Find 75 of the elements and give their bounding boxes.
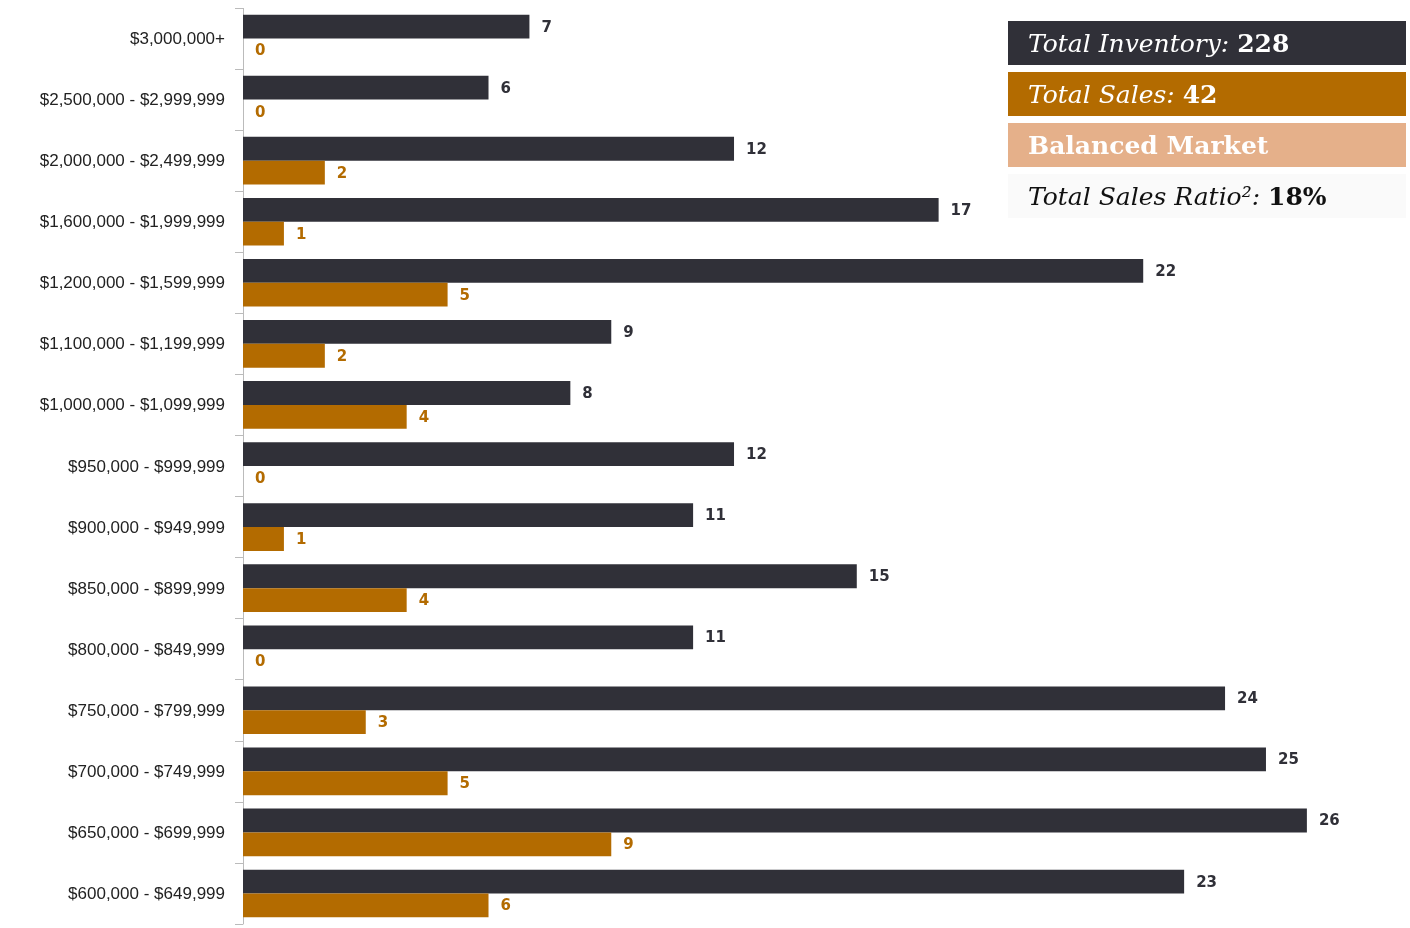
bar bbox=[243, 343, 325, 368]
data-label: 6 bbox=[500, 896, 511, 915]
y-tick-label: $750,000 - $799,999 bbox=[68, 700, 225, 720]
bar bbox=[243, 710, 366, 735]
data-label: 1 bbox=[295, 529, 307, 548]
bar bbox=[243, 564, 857, 589]
bar bbox=[243, 381, 571, 405]
data-label: 0 bbox=[255, 102, 266, 121]
data-label: 11 bbox=[705, 628, 726, 647]
y-tick-label: $2,000,000 - $2,499,999 bbox=[39, 151, 225, 171]
bar bbox=[243, 442, 735, 466]
bar bbox=[243, 588, 407, 612]
y-tick-label: $1,600,000 - $1,999,999 bbox=[39, 212, 225, 232]
data-label: 9 bbox=[623, 835, 634, 854]
data-label: 9 bbox=[623, 322, 634, 341]
data-label: 15 bbox=[868, 567, 890, 586]
bar bbox=[243, 160, 325, 185]
y-tick-label: $1,200,000 - $1,599,999 bbox=[39, 273, 225, 293]
y-tick-label: $1,000,000 - $1,099,999 bbox=[39, 395, 225, 415]
data-label: 5 bbox=[459, 774, 471, 793]
y-tick-label: $900,000 - $949,999 bbox=[68, 517, 225, 537]
bar bbox=[243, 320, 612, 344]
data-label: 1 bbox=[295, 224, 307, 243]
annotation: Total Inventory: 228 bbox=[1028, 28, 1290, 58]
bar bbox=[243, 747, 1266, 772]
y-tick-label: $950,000 - $999,999 bbox=[68, 456, 225, 476]
bar bbox=[243, 808, 1307, 833]
data-label: 23 bbox=[1196, 872, 1218, 891]
data-label: 12 bbox=[746, 139, 767, 158]
data-label: 12 bbox=[746, 445, 767, 464]
y-tick-label: $2,500,000 - $2,999,999 bbox=[39, 90, 225, 110]
y-tick-label: $800,000 - $849,999 bbox=[68, 639, 225, 659]
y-tick-label: $850,000 - $899,999 bbox=[68, 578, 225, 598]
bar bbox=[243, 625, 694, 650]
data-label: 17 bbox=[950, 200, 972, 219]
bar bbox=[243, 503, 694, 528]
y-tick-label: $600,000 - $649,999 bbox=[68, 883, 225, 903]
data-label: 0 bbox=[255, 41, 266, 60]
data-label: 25 bbox=[1277, 750, 1299, 769]
data-label: 2 bbox=[336, 163, 348, 182]
data-label: 26 bbox=[1318, 811, 1340, 830]
bar bbox=[243, 832, 612, 857]
annotation: Total Sales: 42 bbox=[1028, 79, 1218, 109]
data-label: 0 bbox=[255, 468, 266, 487]
annotation: Total Sales Ratio²: 18% bbox=[1028, 181, 1327, 211]
bar bbox=[243, 771, 448, 796]
data-label: 0 bbox=[255, 652, 266, 671]
annotation: Balanced Market bbox=[1028, 130, 1269, 160]
y-tick-label: $700,000 - $749,999 bbox=[68, 761, 225, 781]
bar bbox=[243, 14, 530, 39]
data-label: 6 bbox=[500, 78, 511, 97]
data-label: 8 bbox=[582, 384, 593, 403]
data-label: 3 bbox=[377, 713, 389, 732]
bar bbox=[243, 686, 1226, 711]
y-tick-label: $1,100,000 - $1,199,999 bbox=[39, 334, 225, 354]
y-tick-label: $3,000,000+ bbox=[129, 29, 226, 49]
bar bbox=[243, 258, 1144, 283]
bar bbox=[243, 282, 448, 307]
bar bbox=[243, 527, 284, 551]
bar bbox=[243, 893, 489, 918]
y-tick-label: $650,000 - $699,999 bbox=[68, 822, 225, 842]
data-label: 4 bbox=[418, 591, 430, 610]
data-label: 11 bbox=[705, 506, 726, 525]
bar bbox=[243, 197, 939, 222]
bar bbox=[243, 136, 735, 161]
data-label: 4 bbox=[418, 407, 430, 426]
data-label: 2 bbox=[336, 346, 348, 365]
data-label: 24 bbox=[1237, 689, 1258, 708]
bar bbox=[243, 221, 284, 246]
bar bbox=[243, 404, 407, 429]
bar bbox=[243, 869, 1185, 894]
bar bbox=[243, 75, 489, 100]
data-label: 5 bbox=[459, 285, 471, 304]
data-label: 7 bbox=[541, 17, 552, 36]
data-label: 22 bbox=[1155, 261, 1177, 280]
